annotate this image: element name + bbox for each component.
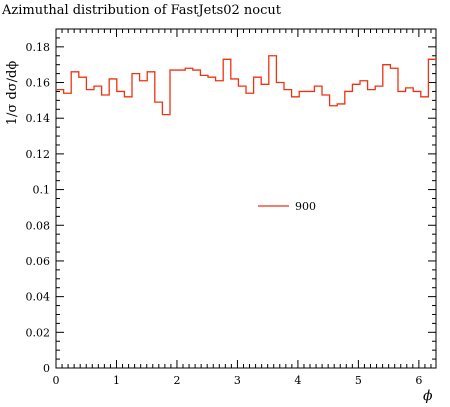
y-tick-label: 0 [43,362,50,375]
x-tick-label: 2 [173,374,180,387]
y-tick-label: 0.12 [26,148,51,161]
x-tick-label: 5 [355,374,362,387]
x-tick-label: 0 [53,374,60,387]
plot-frame [56,29,436,368]
x-tick-label: 4 [294,374,301,387]
y-tick-label: 0.08 [26,219,51,232]
y-tick-label: 0.14 [26,112,51,125]
x-tick-label: 1 [113,374,120,387]
legend: 900 [258,200,316,213]
y-tick-label: 0.18 [26,41,51,54]
y-axis-ticks: 0 0.02 0.04 0.06 0.08 0.1 0.12 0.14 0.16 0.18 [26,29,437,375]
y-tick-label: 0.06 [26,255,51,268]
legend-label: 900 [295,200,316,213]
y-tick-label: 0.16 [26,77,51,90]
series-line [56,56,436,115]
plot-border [56,29,436,368]
y-tick-label: 0.04 [26,291,51,304]
x-tick-label: 6 [415,374,422,387]
series-layer [56,56,436,115]
y-tick-label: 0.02 [26,326,51,339]
x-tick-label: 3 [234,374,241,387]
y-tick-label: 0.1 [33,184,51,197]
